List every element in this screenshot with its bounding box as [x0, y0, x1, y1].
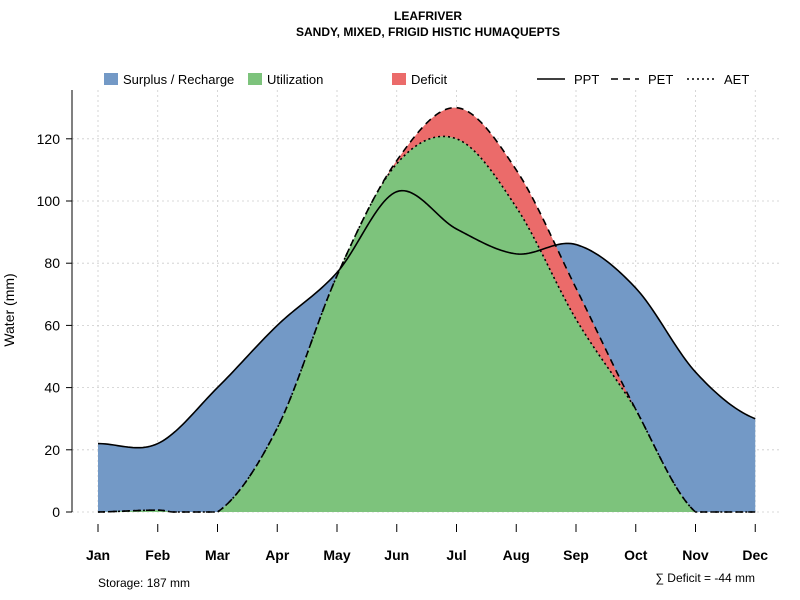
y-tick-label: 20 [44, 442, 60, 458]
x-tick-label: Jul [446, 547, 466, 563]
x-tick-label: Oct [624, 547, 648, 563]
y-tick-label: 100 [37, 193, 61, 209]
x-tick-label: Sep [563, 547, 589, 563]
legend-swatch-utilization [248, 73, 262, 85]
x-tick-label: Jun [384, 547, 409, 563]
y-tick-label: 40 [44, 380, 60, 396]
series-line-ppt [97, 189, 756, 449]
x-tick-label: Nov [682, 547, 709, 563]
series-lines [97, 106, 756, 513]
series-line-pet [97, 106, 756, 513]
legend-label-pet: PET [648, 72, 673, 87]
x-tick-label: Mar [205, 547, 230, 563]
legend: Surplus / Recharge Utilization Deficit P… [104, 72, 749, 87]
y-tick-label: 80 [44, 255, 60, 271]
legend-label-deficit: Deficit [411, 72, 448, 87]
legend-label-surplus: Surplus / Recharge [123, 72, 234, 87]
x-tick-label: Aug [503, 547, 530, 563]
y-tick-label: 60 [44, 317, 60, 333]
x-tick-label: Feb [145, 547, 170, 563]
chart-title: LEAFRIVER [394, 9, 462, 23]
y-tick-label: 120 [37, 131, 61, 147]
legend-label-aet: AET [724, 72, 749, 87]
y-axis-label: Water (mm) [1, 273, 17, 346]
x-tick-label: Apr [265, 547, 290, 563]
storage-annotation: Storage: 187 mm [98, 576, 190, 590]
x-tick-label: Dec [742, 547, 768, 563]
x-tick-label: Jan [86, 547, 110, 563]
legend-label-ppt: PPT [574, 72, 599, 87]
x-axis: Jan Feb Mar Apr May Jun Jul Aug Sep Oct Nov Dec [86, 524, 768, 563]
utilization-area [98, 136, 756, 512]
fill-areas [98, 107, 756, 513]
legend-label-utilization: Utilization [267, 72, 323, 87]
y-tick-label: 0 [52, 504, 60, 520]
legend-swatch-surplus [104, 73, 118, 85]
surplus-area [98, 136, 756, 512]
x-tick-label: May [323, 547, 350, 563]
deficit-annotation: ∑ Deficit = -44 mm [655, 571, 755, 585]
legend-swatch-deficit [392, 73, 406, 85]
chart-subtitle: SANDY, MIXED, FRIGID HISTIC HUMAQUEPTS [296, 25, 560, 39]
y-axis: 0 20 40 60 80 100 120 [37, 131, 72, 520]
